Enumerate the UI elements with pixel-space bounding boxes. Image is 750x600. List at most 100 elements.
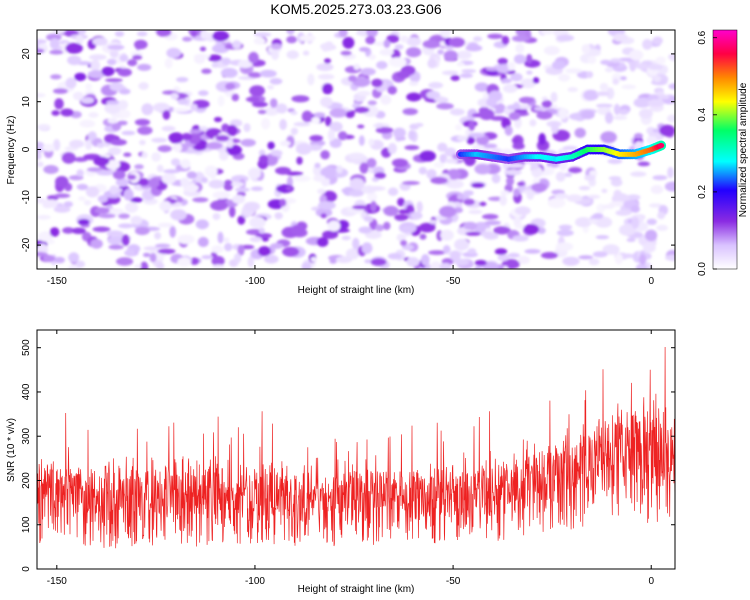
- spectrogram-cell: [356, 90, 371, 97]
- spectrogram-cell: [314, 162, 321, 169]
- spectrogram-cell: [595, 235, 610, 240]
- spectrogram-cell: [456, 135, 469, 141]
- spectrogram-cell: [132, 54, 143, 60]
- spectrogram-cell: [400, 226, 416, 234]
- spectrogram-x-tick-label: 0: [648, 276, 654, 287]
- spectrogram-cell: [418, 222, 436, 233]
- spectrogram-cell: [368, 138, 375, 146]
- spectrogram-cell: [208, 179, 225, 189]
- spectrogram-cell: [220, 67, 238, 78]
- spectrogram-cell: [291, 95, 310, 103]
- spectrogram-cell: [667, 166, 674, 179]
- spectrogram-cell: [587, 55, 597, 64]
- spectrogram-cell: [400, 239, 407, 247]
- spectrogram-cell: [562, 145, 578, 151]
- spectrogram-cell: [224, 243, 233, 252]
- spectrogram-cell: [201, 177, 208, 184]
- spectrogram-cell: [88, 54, 107, 61]
- spectrogram-cell: [368, 54, 376, 60]
- spectrogram-cell: [248, 51, 259, 64]
- spectrogram-cell: [364, 259, 372, 264]
- spectrogram-cell: [42, 143, 55, 152]
- spectrogram-cell: [249, 216, 266, 229]
- spectrogram-cell: [507, 61, 516, 71]
- spectrogram-cell: [652, 175, 668, 181]
- spectrogram-cell: [85, 186, 100, 198]
- spectrogram-cell: [253, 32, 272, 37]
- spectrogram-cell: [430, 261, 442, 269]
- spectrogram-x-tick-label: -50: [446, 276, 461, 287]
- spectrogram-cell: [506, 104, 521, 110]
- spectrogram-cell: [604, 67, 614, 73]
- spectrogram-cell: [69, 139, 85, 148]
- spectrogram-cell: [154, 232, 162, 240]
- spectrogram-cell: [186, 171, 197, 179]
- spectrogram-cell: [519, 96, 534, 104]
- spectrogram-cell: [54, 256, 65, 264]
- spectrogram-cell: [261, 118, 271, 130]
- spectrogram-cell: [166, 47, 182, 59]
- spectrogram-cell: [575, 217, 592, 228]
- spectrogram-cell: [117, 68, 132, 77]
- spectrogram-cell: [386, 34, 400, 43]
- spectrogram-cell: [240, 138, 256, 147]
- spectrogram-cell: [248, 72, 262, 78]
- spectrogram-cell: [286, 35, 297, 44]
- spectrogram-cell: [212, 213, 221, 220]
- spectrogram-cell: [118, 88, 131, 95]
- spectrogram-cell: [161, 173, 177, 185]
- spectrogram-cell: [508, 111, 521, 121]
- spectrogram-cell: [121, 234, 130, 246]
- spectrogram-cell: [106, 100, 120, 105]
- spectrogram-cell: [286, 186, 293, 191]
- spectrogram-cell: [612, 78, 619, 85]
- spectrogram-cell: [667, 114, 675, 123]
- spectrogram-cell: [375, 126, 394, 134]
- spectrogram-cell: [198, 90, 209, 96]
- spectrogram-cell: [52, 30, 66, 34]
- spectrogram-cell: [388, 187, 399, 196]
- spectrogram-cell: [123, 152, 132, 157]
- spectrogram-cell: [376, 61, 388, 70]
- spectrogram-cell: [511, 137, 521, 143]
- spectrogram-cell: [177, 257, 191, 267]
- spectrogram-cell: [209, 172, 217, 180]
- spectrogram-cell: [370, 258, 387, 266]
- spectrogram-cell: [526, 54, 533, 64]
- spectrogram-cell: [199, 126, 208, 132]
- spectrogram-cell: [295, 143, 312, 155]
- spectrogram-cell: [484, 220, 501, 226]
- spectrogram-cell: [440, 229, 454, 241]
- spectrogram-cell: [439, 262, 452, 269]
- spectrogram-cell: [308, 144, 323, 151]
- snr-x-label: Height of straight line (km): [298, 584, 415, 595]
- spectrogram-cell: [639, 254, 647, 265]
- spectrogram-cell: [92, 226, 111, 233]
- spectrogram-cell: [345, 110, 355, 119]
- spectrogram-cell: [420, 254, 430, 266]
- spectrogram-cell: [506, 176, 515, 187]
- spectrogram-cell: [116, 257, 134, 266]
- spectrogram-cell: [567, 87, 578, 93]
- snr-background: [37, 330, 675, 569]
- spectrogram-cell: [383, 205, 399, 217]
- spectrogram-cell: [119, 54, 129, 62]
- spectrogram-cell: [380, 94, 392, 105]
- spectrogram-cell: [217, 95, 225, 107]
- spectrogram-cell: [318, 73, 335, 80]
- spectrogram-cell: [155, 243, 171, 248]
- spectrogram-cell: [153, 102, 170, 113]
- spectrogram-cell: [429, 219, 437, 225]
- spectrogram-cell: [615, 209, 632, 216]
- spectrogram-cell: [286, 50, 299, 60]
- spectrogram-cell: [259, 69, 277, 78]
- spectrogram-cell: [206, 141, 223, 150]
- spectrogram-cell: [279, 198, 287, 207]
- spectrogram-cell: [463, 190, 474, 196]
- spectrogram-cell: [253, 37, 266, 45]
- spectrogram-cell: [437, 49, 445, 55]
- spectrogram-cell: [408, 81, 419, 86]
- snr-x-tick-label: -100: [245, 576, 265, 587]
- spectrogram-cell: [72, 91, 84, 101]
- snr-frame: [36, 329, 676, 570]
